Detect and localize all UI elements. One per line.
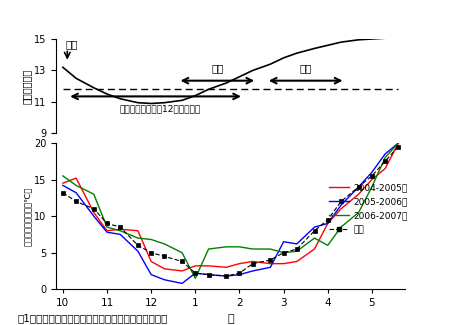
Text: 出穂: 出穂 [299,63,312,73]
Text: 播種: 播種 [65,40,77,49]
Y-axis label: 日長（時間）: 日長（時間） [22,69,32,104]
Text: 図1　気温の年次変動と日長時間（茨城県つくば市）: 図1 気温の年次変動と日長時間（茨城県つくば市） [18,313,168,323]
Text: 短日の期間（日長12時間以下）: 短日の期間（日長12時間以下） [119,104,201,113]
Text: 茎立: 茎立 [211,63,224,73]
Y-axis label: 気温（平均気温）（℃）: 気温（平均気温）（℃） [24,187,33,246]
Legend: 2004-2005年, 2005-2006年, 2006-2007年, 平年: 2004-2005年, 2005-2006年, 2006-2007年, 平年 [328,183,407,234]
X-axis label: 月: 月 [227,314,234,324]
